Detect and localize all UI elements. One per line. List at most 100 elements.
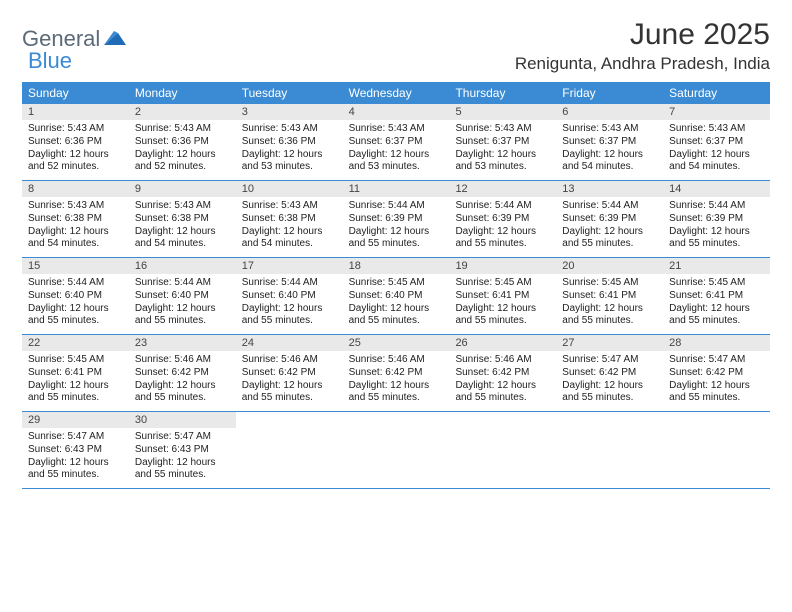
day-number: 30	[129, 412, 236, 428]
cell-body: Sunrise: 5:44 AMSunset: 6:40 PMDaylight:…	[236, 274, 343, 333]
sunrise-text: Sunrise: 5:47 AM	[28, 431, 123, 444]
day-number: 12	[449, 181, 556, 197]
sunset-text: Sunset: 6:42 PM	[455, 367, 550, 380]
daylight-text: Daylight: 12 hours and 55 minutes.	[28, 303, 123, 329]
day-header: Thursday	[449, 82, 556, 104]
cell-body: Sunrise: 5:44 AMSunset: 6:40 PMDaylight:…	[129, 274, 236, 333]
sunrise-text: Sunrise: 5:44 AM	[349, 200, 444, 213]
calendar-cell: 18Sunrise: 5:45 AMSunset: 6:40 PMDayligh…	[343, 258, 450, 334]
day-header: Saturday	[663, 82, 770, 104]
sunset-text: Sunset: 6:43 PM	[135, 444, 230, 457]
daylight-text: Daylight: 12 hours and 55 minutes.	[28, 380, 123, 406]
sunset-text: Sunset: 6:43 PM	[28, 444, 123, 457]
day-number: 24	[236, 335, 343, 351]
location-text: Renigunta, Andhra Pradesh, India	[515, 54, 770, 74]
sunrise-text: Sunrise: 5:47 AM	[562, 354, 657, 367]
sunrise-text: Sunrise: 5:43 AM	[242, 200, 337, 213]
day-number: 4	[343, 104, 450, 120]
cell-body: Sunrise: 5:46 AMSunset: 6:42 PMDaylight:…	[343, 351, 450, 410]
calendar-page: General June 2025 Renigunta, Andhra Prad…	[0, 0, 792, 507]
day-header: Wednesday	[343, 82, 450, 104]
day-number: 25	[343, 335, 450, 351]
day-number: 20	[556, 258, 663, 274]
sunset-text: Sunset: 6:36 PM	[135, 136, 230, 149]
sunset-text: Sunset: 6:38 PM	[28, 213, 123, 226]
sunset-text: Sunset: 6:39 PM	[349, 213, 444, 226]
sunrise-text: Sunrise: 5:46 AM	[349, 354, 444, 367]
sunset-text: Sunset: 6:42 PM	[669, 367, 764, 380]
sunrise-text: Sunrise: 5:44 AM	[562, 200, 657, 213]
sunrise-text: Sunrise: 5:43 AM	[349, 123, 444, 136]
cell-body: Sunrise: 5:43 AMSunset: 6:38 PMDaylight:…	[236, 197, 343, 256]
daylight-text: Daylight: 12 hours and 55 minutes.	[562, 226, 657, 252]
sunrise-text: Sunrise: 5:44 AM	[455, 200, 550, 213]
day-number: 6	[556, 104, 663, 120]
cell-body: Sunrise: 5:47 AMSunset: 6:43 PMDaylight:…	[22, 428, 129, 487]
sunrise-text: Sunrise: 5:43 AM	[135, 200, 230, 213]
calendar-cell: 1Sunrise: 5:43 AMSunset: 6:36 PMDaylight…	[22, 104, 129, 180]
calendar-cell: 22Sunrise: 5:45 AMSunset: 6:41 PMDayligh…	[22, 335, 129, 411]
sunset-text: Sunset: 6:41 PM	[455, 290, 550, 303]
sunrise-text: Sunrise: 5:43 AM	[562, 123, 657, 136]
calendar-cell: 25Sunrise: 5:46 AMSunset: 6:42 PMDayligh…	[343, 335, 450, 411]
day-number: 28	[663, 335, 770, 351]
sunrise-text: Sunrise: 5:43 AM	[242, 123, 337, 136]
day-number: 11	[343, 181, 450, 197]
sunrise-text: Sunrise: 5:43 AM	[28, 123, 123, 136]
cell-body: Sunrise: 5:47 AMSunset: 6:43 PMDaylight:…	[129, 428, 236, 487]
calendar-cell	[236, 412, 343, 488]
week-row: 8Sunrise: 5:43 AMSunset: 6:38 PMDaylight…	[22, 181, 770, 258]
sunset-text: Sunset: 6:40 PM	[28, 290, 123, 303]
daylight-text: Daylight: 12 hours and 55 minutes.	[349, 303, 444, 329]
cell-body: Sunrise: 5:47 AMSunset: 6:42 PMDaylight:…	[556, 351, 663, 410]
daylight-text: Daylight: 12 hours and 52 minutes.	[135, 149, 230, 175]
day-number: 27	[556, 335, 663, 351]
sunrise-text: Sunrise: 5:44 AM	[669, 200, 764, 213]
day-number: 26	[449, 335, 556, 351]
day-number: 10	[236, 181, 343, 197]
daylight-text: Daylight: 12 hours and 54 minutes.	[135, 226, 230, 252]
calendar-grid: Sunday Monday Tuesday Wednesday Thursday…	[22, 82, 770, 489]
day-number: 9	[129, 181, 236, 197]
cell-body: Sunrise: 5:45 AMSunset: 6:41 PMDaylight:…	[449, 274, 556, 333]
sunrise-text: Sunrise: 5:43 AM	[135, 123, 230, 136]
calendar-cell: 7Sunrise: 5:43 AMSunset: 6:37 PMDaylight…	[663, 104, 770, 180]
calendar-cell: 13Sunrise: 5:44 AMSunset: 6:39 PMDayligh…	[556, 181, 663, 257]
sunrise-text: Sunrise: 5:43 AM	[455, 123, 550, 136]
sunset-text: Sunset: 6:37 PM	[562, 136, 657, 149]
day-number: 13	[556, 181, 663, 197]
sunset-text: Sunset: 6:39 PM	[669, 213, 764, 226]
daylight-text: Daylight: 12 hours and 55 minutes.	[669, 226, 764, 252]
cell-body: Sunrise: 5:44 AMSunset: 6:39 PMDaylight:…	[343, 197, 450, 256]
sunrise-text: Sunrise: 5:46 AM	[135, 354, 230, 367]
cell-body: Sunrise: 5:43 AMSunset: 6:37 PMDaylight:…	[449, 120, 556, 179]
cell-body: Sunrise: 5:43 AMSunset: 6:38 PMDaylight:…	[22, 197, 129, 256]
calendar-cell	[343, 412, 450, 488]
sunset-text: Sunset: 6:40 PM	[242, 290, 337, 303]
calendar-cell: 11Sunrise: 5:44 AMSunset: 6:39 PMDayligh…	[343, 181, 450, 257]
calendar-cell: 17Sunrise: 5:44 AMSunset: 6:40 PMDayligh…	[236, 258, 343, 334]
calendar-cell: 28Sunrise: 5:47 AMSunset: 6:42 PMDayligh…	[663, 335, 770, 411]
sunset-text: Sunset: 6:40 PM	[349, 290, 444, 303]
logo-text-blue-wrap: Blue	[28, 48, 72, 74]
sunrise-text: Sunrise: 5:46 AM	[242, 354, 337, 367]
sunset-text: Sunset: 6:39 PM	[562, 213, 657, 226]
daylight-text: Daylight: 12 hours and 55 minutes.	[669, 380, 764, 406]
cell-body: Sunrise: 5:47 AMSunset: 6:42 PMDaylight:…	[663, 351, 770, 410]
sunset-text: Sunset: 6:42 PM	[349, 367, 444, 380]
day-header: Tuesday	[236, 82, 343, 104]
logo-text-blue: Blue	[28, 48, 72, 73]
cell-body: Sunrise: 5:44 AMSunset: 6:39 PMDaylight:…	[556, 197, 663, 256]
sunrise-text: Sunrise: 5:45 AM	[28, 354, 123, 367]
cell-body: Sunrise: 5:46 AMSunset: 6:42 PMDaylight:…	[449, 351, 556, 410]
cell-body: Sunrise: 5:43 AMSunset: 6:36 PMDaylight:…	[236, 120, 343, 179]
calendar-cell: 27Sunrise: 5:47 AMSunset: 6:42 PMDayligh…	[556, 335, 663, 411]
day-number: 17	[236, 258, 343, 274]
sunset-text: Sunset: 6:42 PM	[562, 367, 657, 380]
sunrise-text: Sunrise: 5:46 AM	[455, 354, 550, 367]
calendar-cell: 6Sunrise: 5:43 AMSunset: 6:37 PMDaylight…	[556, 104, 663, 180]
week-row: 1Sunrise: 5:43 AMSunset: 6:36 PMDaylight…	[22, 104, 770, 181]
calendar-cell: 12Sunrise: 5:44 AMSunset: 6:39 PMDayligh…	[449, 181, 556, 257]
daylight-text: Daylight: 12 hours and 55 minutes.	[135, 457, 230, 483]
sunset-text: Sunset: 6:37 PM	[349, 136, 444, 149]
